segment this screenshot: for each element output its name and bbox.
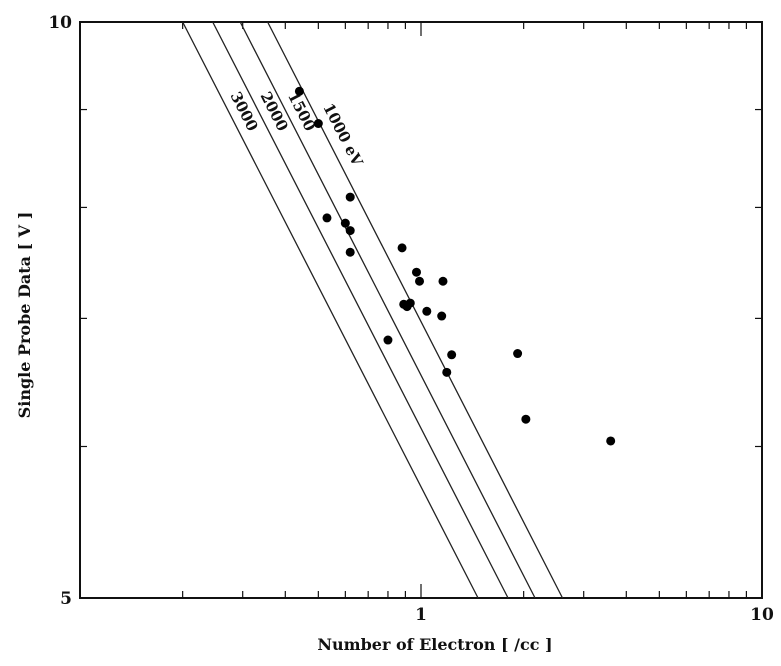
data-point (322, 213, 332, 223)
data-point (437, 311, 447, 321)
data-point (345, 226, 355, 236)
x-tick-label: 1 (415, 605, 427, 625)
data-point (345, 247, 355, 257)
data-point (397, 243, 407, 253)
data-point (422, 306, 432, 316)
energy-line-label: 3000 (227, 89, 262, 134)
data-point (405, 298, 415, 308)
data-point (438, 276, 448, 286)
y-tick-label: 5 (60, 589, 72, 609)
plot-frame (79, 21, 763, 599)
data-point (513, 349, 523, 359)
tick-labels: 1 10 5 10 (48, 13, 774, 625)
data-point (442, 367, 452, 377)
y-axis-label: Single Probe Data [ V ] (15, 212, 34, 419)
data-point (521, 414, 531, 424)
data-point (345, 192, 355, 202)
plot-area (79, 21, 763, 599)
data-point (415, 276, 425, 286)
x-tick-label: 10 (750, 605, 774, 625)
energy-line (212, 21, 509, 599)
y-tick-label: 10 (48, 13, 72, 33)
energy-line-label: 1000 eV (319, 100, 366, 169)
data-point (447, 350, 457, 360)
data-point (294, 86, 304, 96)
data-point (340, 218, 350, 228)
x-axis-label: Number of Electron [ /cc ] (317, 635, 552, 654)
data-point (383, 335, 393, 345)
axis-ticks (79, 22, 762, 598)
energy-line (182, 21, 479, 599)
data-point (411, 267, 421, 277)
energy-line (267, 21, 564, 599)
data-point (606, 436, 616, 446)
data-points (294, 86, 616, 446)
data-point (313, 119, 323, 129)
energy-line (239, 21, 536, 599)
